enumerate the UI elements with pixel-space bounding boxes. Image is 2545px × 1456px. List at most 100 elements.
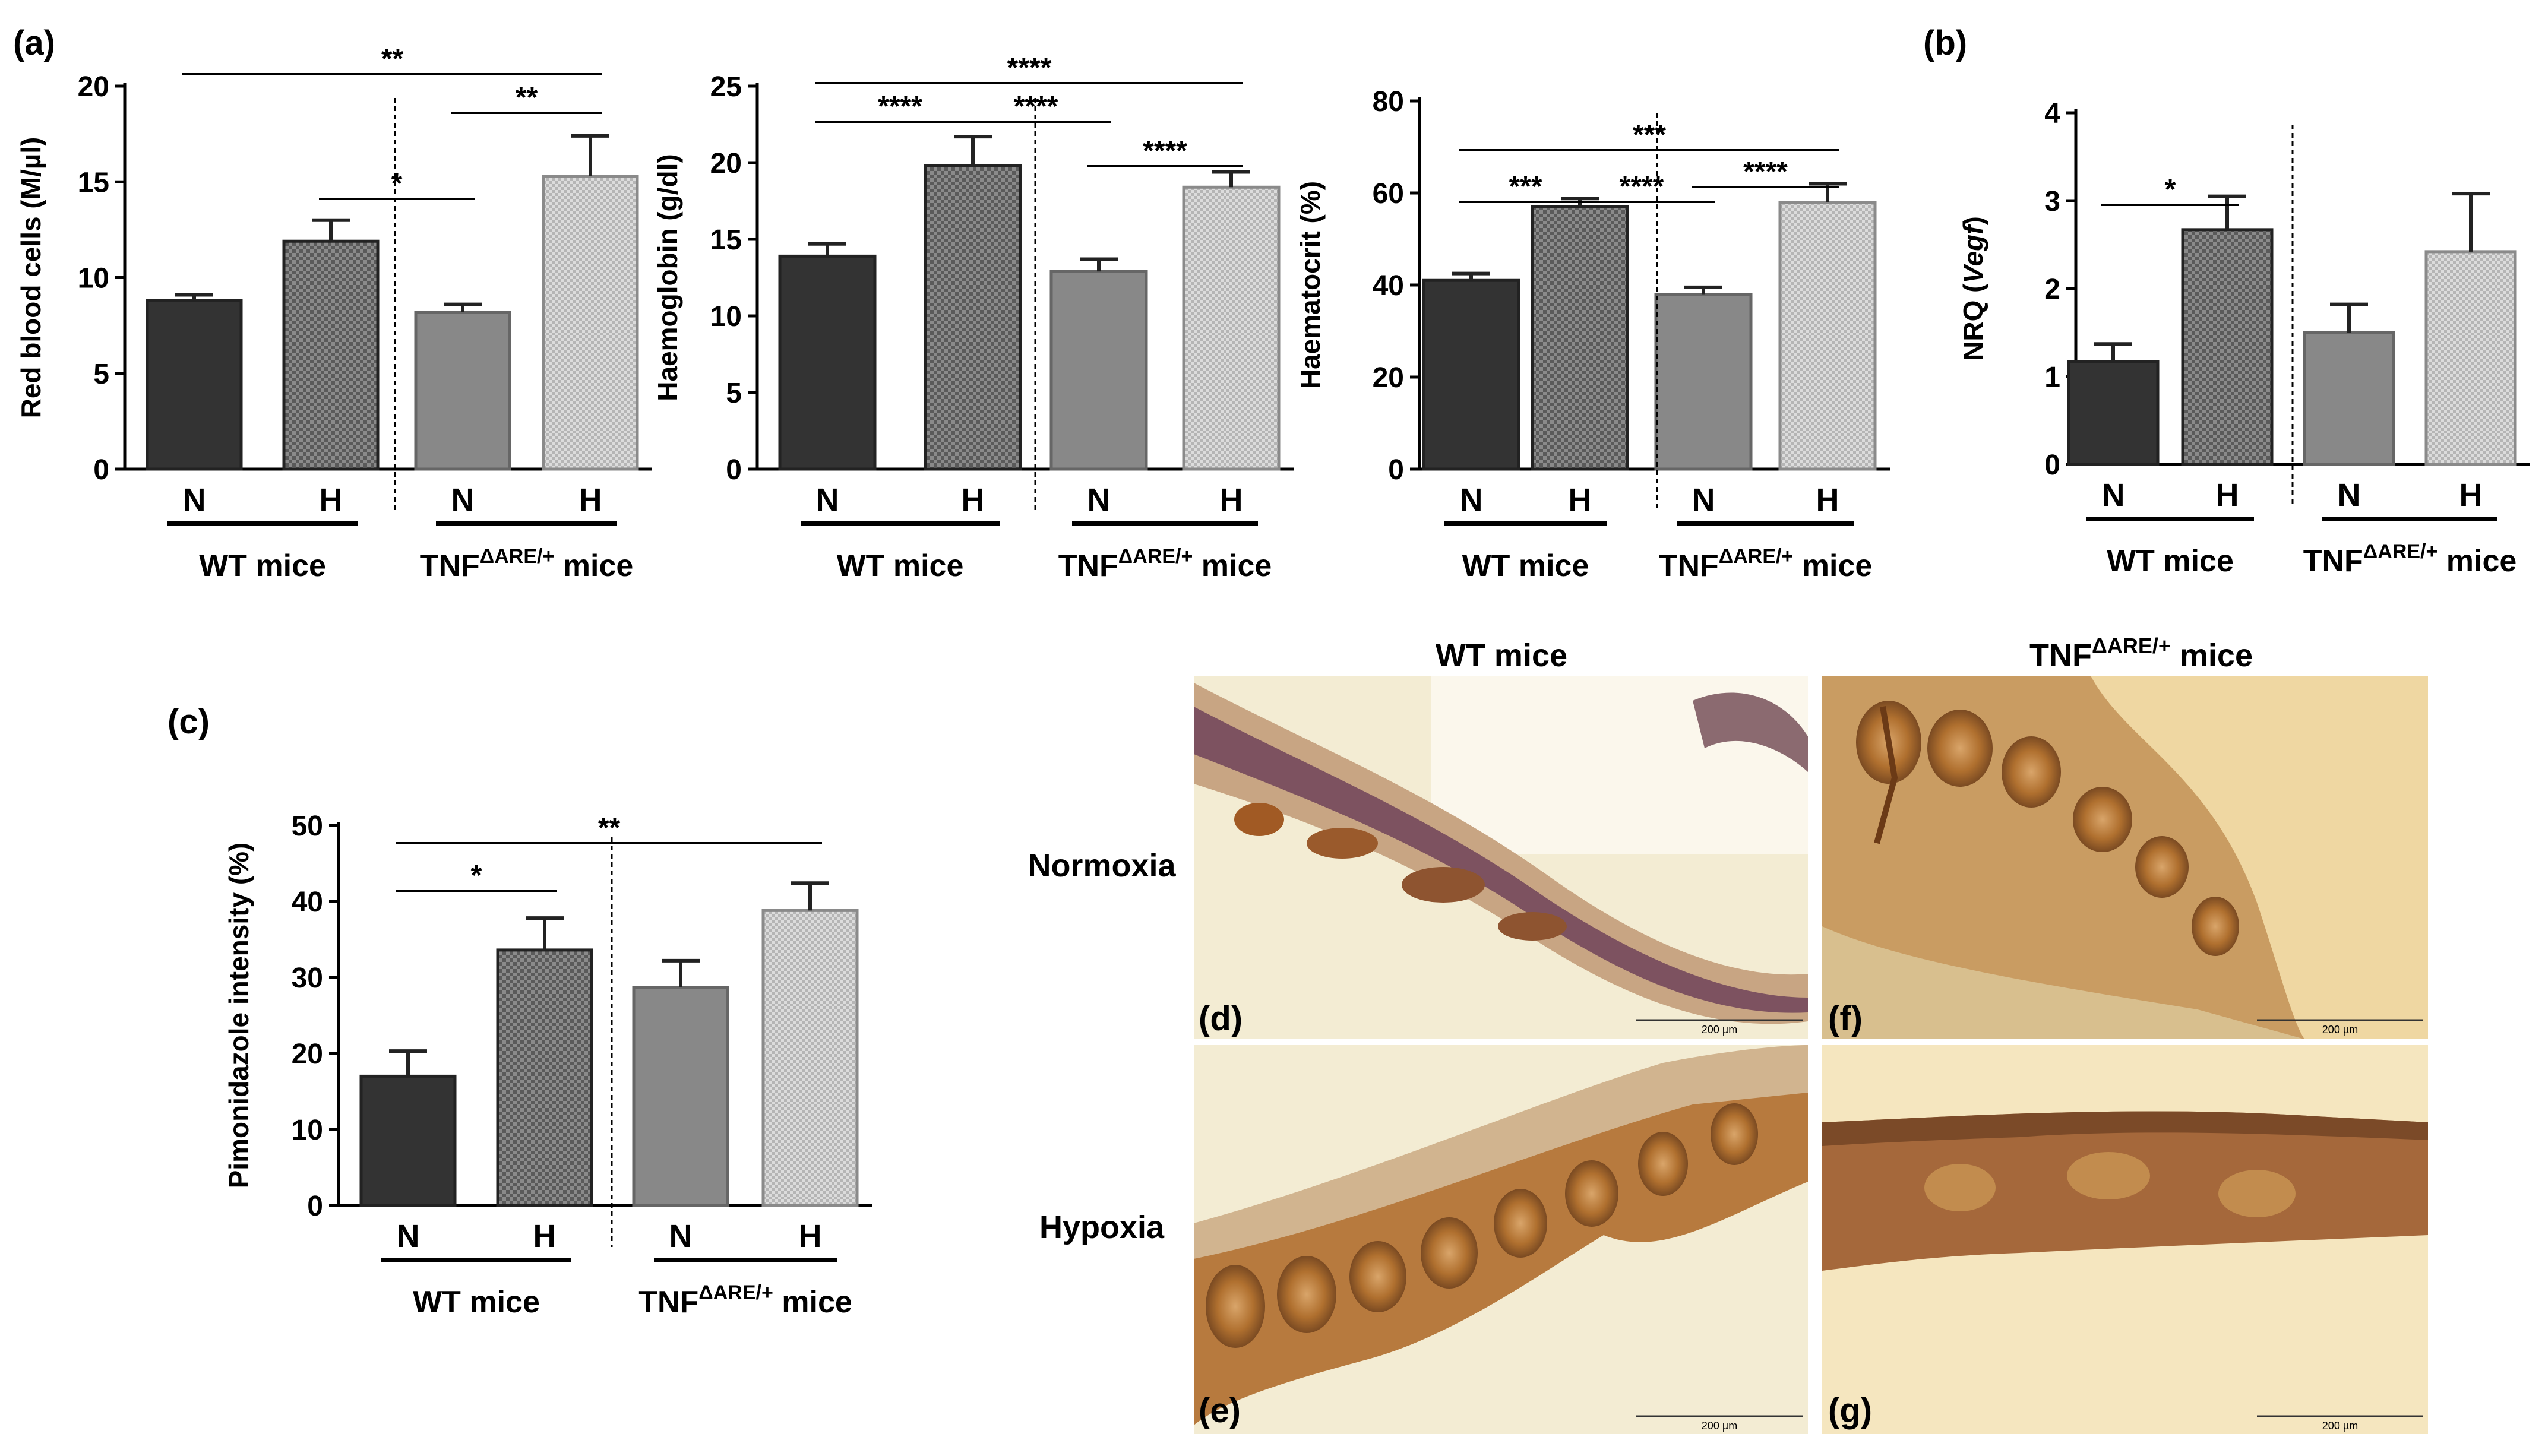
chart-haematocrit: 0 20 40 60 80 Haematocrit (%) N H N H WT mice TNFΔA… [1295,86,1890,583]
panel-label-c: (c) [167,702,210,741]
y-tick-label: 60 [1373,178,1404,210]
y-tick-label: 10 [292,1115,323,1146]
micrograph-wt-hypoxia: (e) 200 µm [1194,1045,1808,1434]
bar [2303,331,2395,466]
significance-label: *** [1633,119,1666,151]
y-tick-label: 15 [78,167,109,198]
significance-label: **** [1007,52,1052,84]
category-label: H [1569,482,1592,518]
category-label: H [2216,477,2239,513]
group-label-wt: WT mice [2107,544,2234,578]
micrograph-grid: WT mice TNFΔARE/+ mice Normoxia Hypoxia … [1028,634,2428,1434]
bar [2067,360,2160,466]
bar [1654,293,1753,471]
y-tick-label: 2 [2044,274,2060,305]
y-tick-label: 80 [1373,86,1404,118]
y-tick-label: 5 [726,378,742,409]
scale-label-f: 200 µm [2322,1024,2358,1036]
significance-label: **** [1014,91,1058,122]
significance-label: **** [878,91,922,122]
y-tick-label: 10 [710,301,742,333]
y-tick-label: 0 [2044,450,2060,481]
panel-label-f: (f) [1828,999,1863,1038]
scale-label-d: 200 µm [1702,1024,1737,1036]
category-label: H [1220,482,1243,518]
micrograph-col-title-wt: WT mice [1436,638,1567,673]
micrograph-tnf-normoxia: (f) 200 µm [1822,676,2428,1039]
bar [778,254,877,471]
category-label: H [1816,482,1839,518]
y-tick-label: 50 [292,811,323,842]
bar [1422,278,1520,471]
y-tick-label: 20 [78,71,109,103]
y-tick-label: 40 [1373,270,1404,302]
y-tick-label: 1 [2044,362,2060,393]
panel-label-a: (a) [13,24,55,62]
chart-vegf-nrq: 0 1 2 3 4 NRQ (Vegf) N H N H WT mice TNFΔARE/+ mice… [1958,98,2530,578]
category-label: H [799,1218,822,1254]
significance-label: ** [516,82,538,113]
category-label: H [533,1218,557,1254]
bar [414,311,511,471]
category-label: N [1692,482,1715,518]
y-tick-label: 30 [292,963,323,994]
micrograph-row-label-hypoxia: Hypoxia [1039,1210,1165,1245]
bar [146,299,243,471]
category-label: N [2102,477,2125,513]
bar [542,175,639,471]
group-label-tnf: TNFΔARE/+ mice [2303,540,2517,578]
significance-label: *** [1509,171,1542,202]
significance-label: **** [1143,135,1187,167]
category-label: N [451,482,475,518]
panel-label-e: (e) [1199,1391,1241,1430]
significance-label: * [391,168,403,200]
y-axis-label: NRQ (Vegf) [1958,216,1988,361]
bar [1049,270,1148,471]
y-tick-label: 25 [710,71,742,103]
significance-label: * [471,860,482,891]
y-tick-label: 4 [2044,98,2060,129]
y-axis-label: Haematocrit (%) [1295,181,1326,389]
bar [1531,205,1629,471]
group-label-tnf: TNFΔARE/+ mice [638,1281,852,1319]
group-label-wt: WT mice [199,549,326,583]
significance-label: ** [598,812,621,844]
significance-label: * [2165,174,2176,205]
group-label-tnf: TNFΔARE/+ mice [420,545,634,583]
category-label: H [579,482,602,518]
group-label-tnf: TNFΔARE/+ mice [1659,545,1873,583]
category-label: N [816,482,839,518]
y-tick-label: 0 [1388,454,1404,486]
category-label: N [1087,482,1111,518]
y-tick-label: 3 [2044,186,2060,217]
y-tick-label: 0 [307,1191,323,1222]
y-tick-label: 20 [1373,362,1404,394]
category-label: N [397,1218,420,1254]
panel-label-g: (g) [1828,1391,1872,1430]
y-tick-label: 15 [710,224,742,256]
group-label-tnf: TNFΔARE/+ mice [1058,545,1272,583]
chart-red-blood-cells: 0 5 10 15 20 Red blood cells (M/µl) N H N H WT mic… [15,43,652,583]
category-label: N [1460,482,1483,518]
scale-label-e: 200 µm [1702,1420,1737,1432]
bar [761,909,859,1207]
y-tick-label: 5 [93,359,109,390]
category-label: H [2459,477,2483,513]
y-tick-label: 20 [292,1039,323,1070]
micrograph-tnf-hypoxia: (g) 200 µm [1822,1045,2428,1434]
group-label-wt: WT mice [413,1285,540,1319]
y-tick-label: 0 [93,454,109,486]
category-label: H [320,482,343,518]
y-tick-label: 40 [292,887,323,918]
chart-haemoglobin: 0 5 10 15 20 25 Haemoglobin (g/dl) N H N H WT mice T… [652,52,1294,583]
category-label: H [962,482,985,518]
category-label: N [669,1218,693,1254]
y-axis-label: Pimonidazole intensity (%) [223,843,254,1189]
bar [359,1074,457,1207]
category-label: N [2338,477,2361,513]
chart-pimonidazole: 0 10 20 30 40 50 Pimonidazole intensity (%) N H N… [223,811,872,1319]
significance-label: **** [1620,171,1664,202]
significance-label: **** [1743,156,1788,188]
panel-label-d: (d) [1199,999,1243,1038]
